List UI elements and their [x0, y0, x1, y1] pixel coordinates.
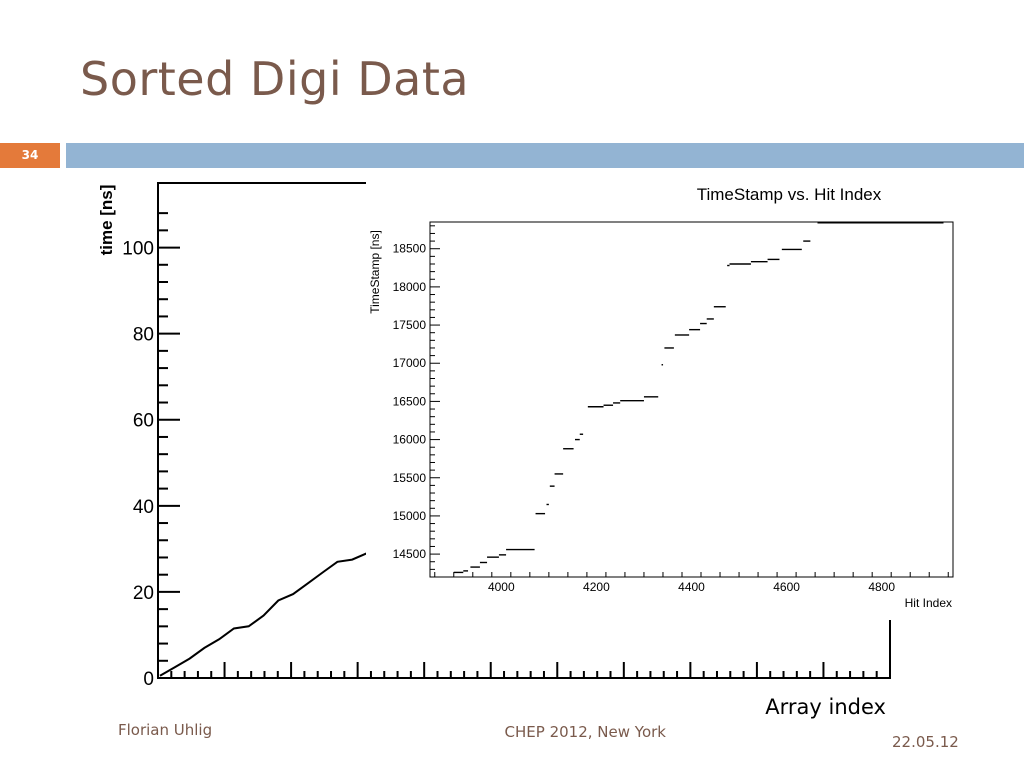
outer-x-ticks	[170, 662, 878, 678]
inset-y-tick-label: 17000	[393, 356, 427, 370]
slide-number: 34	[21, 148, 39, 162]
footer-author: Florian Uhlig	[118, 721, 213, 739]
outer-y-ticks: 0 20 40 60 80 100	[122, 212, 180, 690]
outer-y-tick-label: 100	[122, 239, 154, 260]
outer-y-tick-label: 80	[133, 325, 154, 346]
footer-date: 22.05.12	[892, 733, 959, 751]
inset-y-ticks: 14500 15000 15500 16000 16500 17000 17500 18000…	[393, 225, 440, 570]
inset-x-axis-label: Hit Index	[905, 596, 952, 610]
inset-y-tick-label: 16500	[393, 394, 427, 408]
inset-y-tick-label: 18500	[393, 242, 427, 256]
outer-y-axis-label: time [ns]	[97, 185, 116, 256]
inset-y-axis-label: TimeStamp [ns]	[368, 230, 382, 314]
inset-x-tick-label: 4000	[488, 580, 515, 594]
page-title: Sorted Digi Data	[80, 52, 470, 106]
inset-x-ticks: 4000 4200 4400 4600 4800	[434, 572, 949, 594]
inset-x-tick-label: 4400	[678, 580, 705, 594]
inset-y-tick-label: 15500	[393, 471, 427, 485]
outer-x-axis-label: Array index	[765, 695, 886, 719]
inset-plot-frame	[429, 221, 954, 578]
outer-y-tick-label: 60	[133, 411, 154, 432]
inset-background	[366, 172, 966, 620]
inset-y-tick-label: 15000	[393, 509, 427, 523]
outer-y-tick-label: 40	[133, 497, 154, 518]
inset-x-tick-label: 4600	[773, 580, 800, 594]
inset-y-tick-label: 18000	[393, 280, 427, 294]
slide-number-bar	[0, 143, 60, 168]
inset-y-tick-label: 16000	[393, 433, 427, 447]
header-divider-bar	[66, 143, 1024, 168]
outer-series-line	[159, 552, 368, 677]
inset-x-tick-label: 4200	[583, 580, 610, 594]
inset-data-points	[453, 222, 944, 574]
inset-y-tick-label: 17500	[393, 318, 427, 332]
outer-y-tick-label: 20	[133, 583, 154, 604]
footer-conference: CHEP 2012, New York	[504, 723, 666, 741]
inset-y-tick-label: 14500	[393, 547, 427, 561]
inset-x-tick-label: 4800	[868, 580, 895, 594]
outer-y-tick-label: 0	[143, 669, 154, 690]
inset-chart-title: TimeStamp vs. Hit Index	[697, 185, 882, 204]
inset-chart: TimeStamp vs. Hit Index 1450015000155001…	[366, 172, 966, 620]
